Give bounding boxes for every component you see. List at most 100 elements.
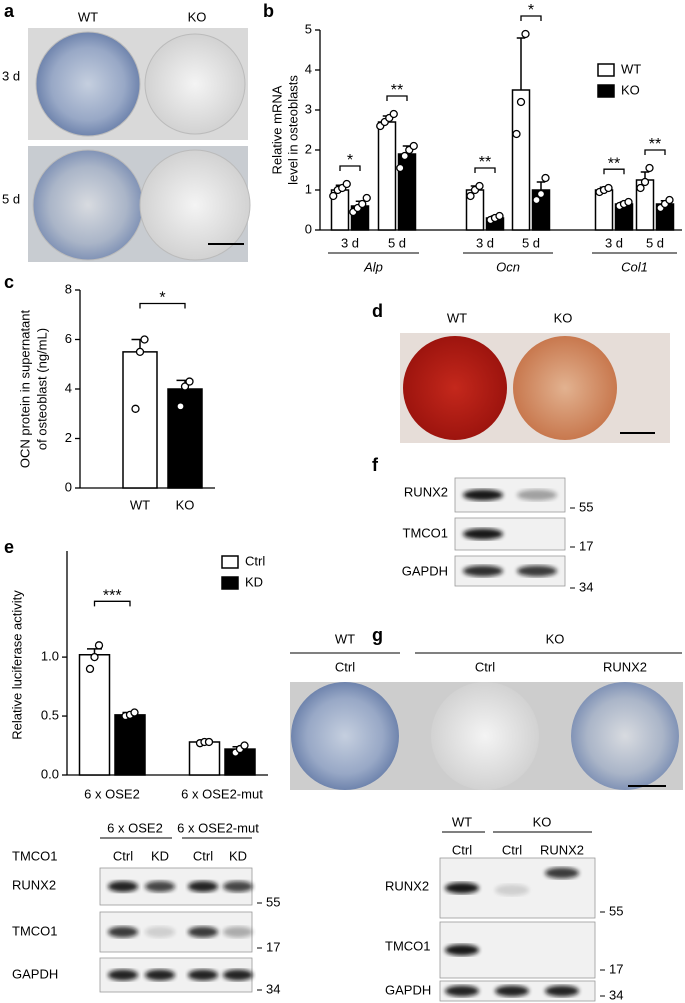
- y-tick-label: 4: [305, 61, 312, 76]
- significance-label: *: [347, 152, 353, 169]
- column-label: KO: [188, 9, 207, 24]
- data-point: [389, 109, 398, 119]
- significance-bracket: [339, 165, 361, 171]
- data-point: [640, 177, 650, 187]
- legend-label: WT: [621, 61, 641, 76]
- bar: [114, 714, 146, 776]
- group-label: 6 x OSE2: [107, 820, 163, 835]
- data-point: [204, 737, 214, 747]
- blot-band: [517, 489, 557, 501]
- blot-band: [223, 881, 253, 892]
- data-point: [541, 173, 550, 183]
- y-tick-label: 1: [305, 181, 312, 196]
- protein-label: RUNX2: [385, 878, 429, 893]
- y-axis-label: level in osteoblasts: [285, 75, 300, 185]
- data-point: [475, 181, 484, 191]
- x-tick-label: 5 d: [388, 235, 406, 250]
- marker-label: 55: [609, 903, 623, 918]
- bar: [511, 89, 531, 231]
- marker-label: 17: [579, 538, 593, 553]
- y-tick-label: 4: [65, 380, 72, 395]
- y-axis-label: OCN protein in supernatant: [17, 309, 32, 468]
- bar: [594, 189, 614, 231]
- data-point: [396, 163, 405, 173]
- significance-label: **: [608, 155, 620, 172]
- blot-band: [188, 926, 218, 938]
- y-axis-label: Relative luciferase activity: [9, 590, 24, 740]
- data-point: [85, 664, 95, 674]
- group-label: Ocn: [496, 259, 520, 274]
- x-tick-label: 3 d: [605, 235, 623, 250]
- blot-band: [188, 881, 218, 892]
- significance-label: **: [479, 154, 491, 171]
- y-tick-label: 0: [305, 221, 312, 236]
- blot-band: [545, 867, 579, 879]
- data-point: [180, 382, 190, 391]
- data-point: [409, 141, 418, 151]
- data-point: [362, 193, 371, 203]
- data-point: [512, 129, 521, 139]
- significance-bracket: [139, 302, 186, 309]
- x-tick-label: 6 x OSE2: [84, 786, 140, 801]
- photo-a: [28, 28, 251, 262]
- legend-swatch: [597, 84, 615, 98]
- y-tick-label: 1.0: [41, 649, 59, 664]
- marker-label: 55: [266, 894, 280, 909]
- significance-label: ***: [103, 588, 122, 605]
- marker-label: 34: [579, 579, 593, 594]
- bar: [78, 653, 111, 776]
- data-point: [400, 151, 409, 161]
- y-tick-label: 0.0: [41, 766, 59, 781]
- y-tick-label: 8: [65, 281, 72, 296]
- blot-band: [108, 881, 138, 892]
- x-tick-label: WT: [130, 497, 150, 512]
- group-label: Col1: [621, 259, 648, 274]
- bar: [122, 351, 158, 489]
- group-label: Alp: [363, 259, 383, 274]
- data-point: [135, 347, 145, 357]
- blot-band: [463, 528, 503, 540]
- blot-band: [445, 944, 479, 956]
- legend-swatch: [597, 63, 615, 77]
- x-tick-label: 5 d: [522, 235, 540, 250]
- column-label: KO: [554, 310, 573, 325]
- data-point: [532, 195, 541, 205]
- data-point: [329, 191, 338, 201]
- legend-label: KD: [245, 574, 263, 589]
- data-point: [516, 97, 526, 107]
- blot-band: [517, 565, 557, 577]
- x-tick-label: KO: [176, 497, 195, 512]
- marker-label: 55: [579, 499, 593, 514]
- y-tick-label: 3: [305, 101, 312, 116]
- blot-band: [545, 985, 579, 997]
- group-label: 6 x OSE2-mut: [177, 820, 259, 835]
- blot-band: [108, 969, 138, 981]
- x-tick-label: 3 d: [341, 235, 359, 250]
- protein-label: RUNX2: [404, 484, 448, 499]
- blot-band: [495, 884, 529, 896]
- legend-swatch: [221, 555, 239, 569]
- data-point: [342, 179, 351, 189]
- blot-band: [145, 881, 175, 892]
- protein-label: TMCO1: [385, 938, 431, 953]
- protein-label: GAPDH: [402, 563, 448, 578]
- legend-swatch: [221, 576, 239, 590]
- lane-label: Ctrl: [502, 842, 522, 857]
- data-point: [131, 404, 140, 413]
- marker-label: 34: [266, 981, 280, 996]
- blot-band: [463, 489, 503, 501]
- photo-g: [290, 682, 683, 790]
- y-tick-label: 6: [65, 331, 72, 346]
- data-point: [130, 708, 139, 717]
- panel-label: f: [372, 455, 379, 475]
- y-tick-label: 2: [305, 141, 312, 156]
- column-label: WT: [78, 9, 98, 24]
- data-point: [358, 199, 367, 209]
- protein-label: RUNX2: [12, 877, 56, 892]
- y-tick-label: 2: [65, 430, 72, 445]
- lane-label: RUNX2: [540, 842, 584, 857]
- significance-bracket: [644, 149, 666, 155]
- lane-label: Ctrl: [452, 842, 472, 857]
- data-point: [90, 652, 99, 662]
- blot-band: [223, 969, 253, 981]
